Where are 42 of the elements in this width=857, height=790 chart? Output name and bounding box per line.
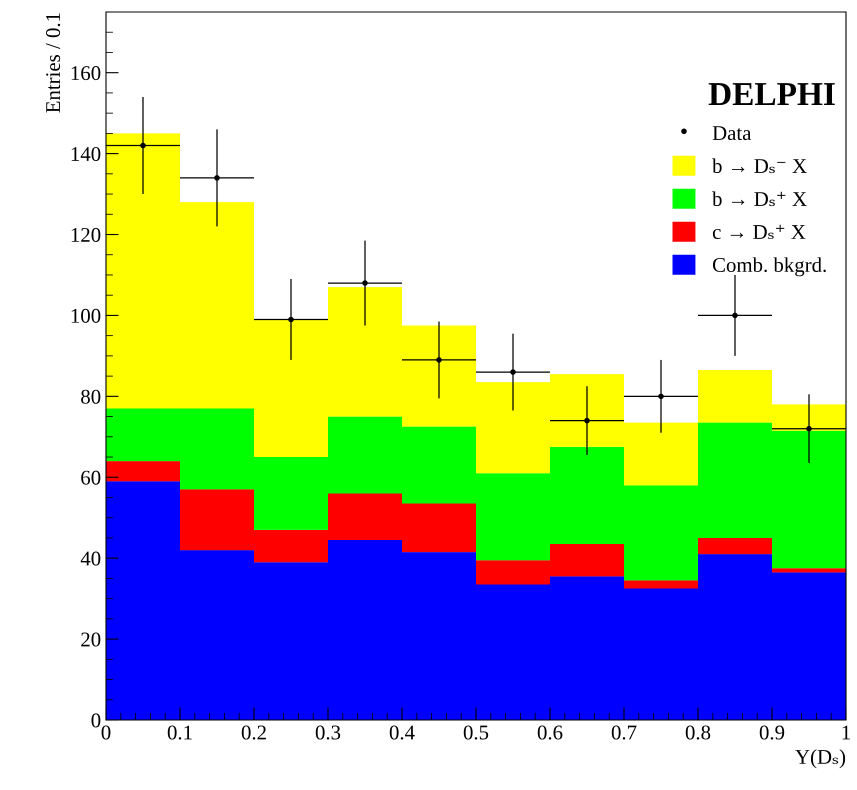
legend-label: c → Dₛ⁺ X bbox=[712, 224, 806, 240]
y-tick-label: 80 bbox=[81, 390, 100, 404]
point bbox=[658, 394, 664, 400]
y-tick-label: 100 bbox=[72, 308, 100, 323]
legend-label: b → Dₛ⁺ X bbox=[712, 191, 807, 206]
point bbox=[806, 426, 812, 432]
point bbox=[362, 280, 368, 286]
y-tick-label: 120 bbox=[72, 228, 100, 242]
x-tick-label: 0.6 bbox=[538, 725, 562, 740]
point bbox=[436, 357, 442, 363]
x-tick-label: 0.9 bbox=[760, 725, 784, 740]
x-tick-label: 0 bbox=[102, 725, 110, 740]
bar bbox=[624, 580, 698, 589]
annotation: DELPHI bbox=[708, 83, 835, 106]
y-tick-label: 0 bbox=[92, 713, 100, 728]
legend-label: Comb. bkgrd. bbox=[712, 257, 826, 276]
x-tick-label: 0.3 bbox=[316, 725, 340, 740]
x-tick-label: 0.7 bbox=[612, 725, 636, 740]
legend-label: Data bbox=[712, 126, 752, 140]
x-tick-label: 0.8 bbox=[686, 725, 710, 740]
y-tick-label: 60 bbox=[81, 470, 100, 485]
x-axis-title: Y(Dₛ) bbox=[795, 749, 846, 768]
point bbox=[732, 312, 738, 318]
bar bbox=[698, 538, 772, 554]
y-tick-label: 160 bbox=[72, 66, 100, 80]
legend-label: b → Dₛ⁻ X bbox=[712, 158, 807, 174]
point bbox=[584, 418, 590, 424]
point bbox=[140, 142, 146, 148]
x-tick-label: 0.4 bbox=[390, 725, 415, 740]
point bbox=[288, 316, 294, 322]
x-tick-label: 0.5 bbox=[464, 725, 488, 740]
x-tick-label: 1 bbox=[842, 726, 850, 740]
y-tick-label: 140 bbox=[72, 146, 100, 162]
y-axis-title: Entries / 0.1 bbox=[46, 13, 60, 113]
point bbox=[214, 175, 220, 181]
y-tick-label: 40 bbox=[80, 552, 100, 566]
bar bbox=[106, 461, 180, 482]
y-tick-label: 20 bbox=[81, 632, 100, 647]
point bbox=[510, 369, 516, 375]
x-tick-label: 0.1 bbox=[168, 725, 192, 740]
x-tick-label: 0.2 bbox=[242, 725, 266, 740]
bar bbox=[772, 568, 846, 572]
